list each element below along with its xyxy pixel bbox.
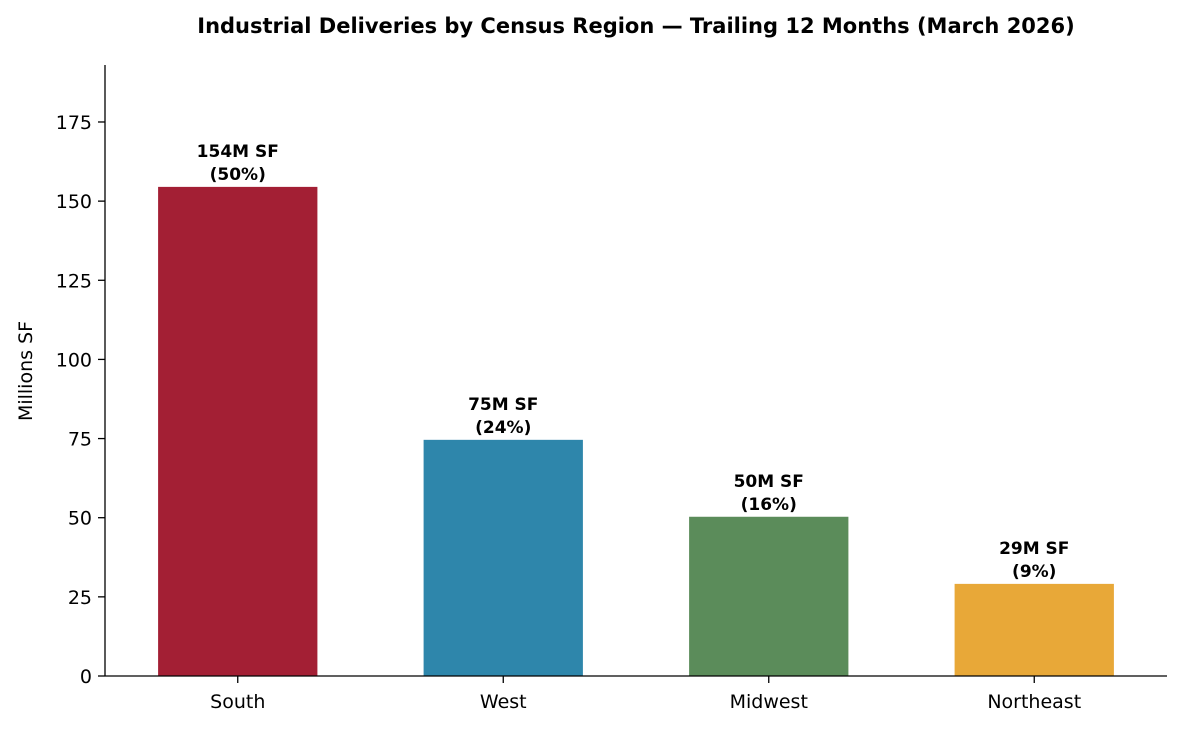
- bar-midwest: [689, 516, 849, 676]
- x-tick-label: South: [210, 691, 265, 713]
- y-tick-label: 150: [56, 191, 92, 213]
- y-tick-label: 25: [68, 587, 92, 609]
- x-tick-label: Northeast: [987, 691, 1081, 713]
- bar-data-label: 75M SF: [468, 395, 538, 415]
- bar-data-label: (9%): [1012, 562, 1056, 582]
- chart-title: Industrial Deliveries by Census Region —…: [197, 14, 1075, 38]
- bar-west: [423, 439, 583, 676]
- y-tick-label: 50: [68, 508, 92, 530]
- bar-data-label: 29M SF: [999, 539, 1069, 559]
- x-tick-label: West: [480, 691, 527, 713]
- bar-data-label: 50M SF: [734, 472, 804, 492]
- y-tick-label: 125: [56, 270, 92, 292]
- bar-data-label: (24%): [475, 418, 531, 438]
- bar-data-label: (50%): [210, 165, 266, 185]
- bar-data-label: 154M SF: [197, 142, 279, 162]
- bars: [158, 186, 1114, 676]
- bar-northeast: [954, 583, 1114, 676]
- bar-data-labels: 154M SF (50%) 75M SF (24%) 50M SF (16%) 29M SF…: [197, 142, 1070, 582]
- y-tick-label: 175: [56, 112, 92, 134]
- y-axis-label: Millions SF: [15, 321, 37, 421]
- x-tick-label: Midwest: [730, 691, 808, 713]
- x-axis-ticks: South West Midwest Northeast: [210, 676, 1081, 713]
- y-axis-ticks: 0 25 50 75 100 125 150 175: [56, 112, 105, 688]
- y-tick-label: 75: [68, 429, 92, 451]
- bar-data-label: (16%): [741, 495, 797, 515]
- y-tick-label: 0: [80, 666, 92, 688]
- y-tick-label: 100: [56, 349, 92, 371]
- bar-south: [158, 186, 318, 676]
